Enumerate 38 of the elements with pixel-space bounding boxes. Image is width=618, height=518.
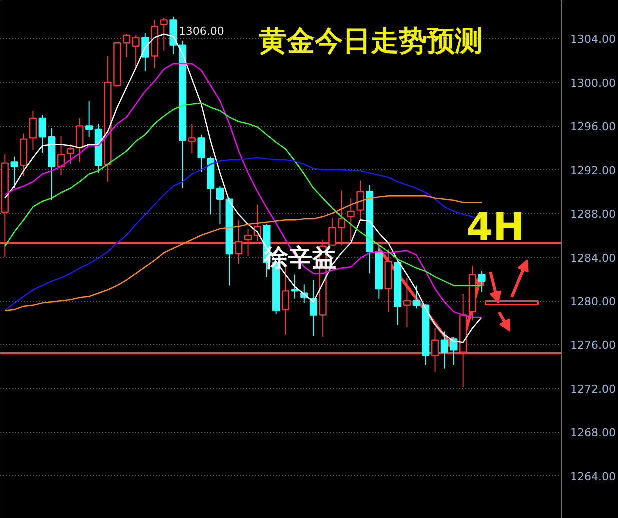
candlestick bbox=[57, 136, 66, 176]
candlestick bbox=[66, 144, 74, 165]
y-tick-label: 1264.00 bbox=[570, 470, 616, 484]
candlestick bbox=[29, 110, 38, 151]
y-tick-label: 1284.00 bbox=[570, 252, 616, 265]
y-tick-label: 1272.00 bbox=[570, 382, 616, 396]
candlestick bbox=[347, 198, 355, 242]
candlestick bbox=[291, 274, 299, 300]
candlestick bbox=[216, 186, 224, 226]
y-tick-label: 1300.00 bbox=[570, 76, 616, 90]
candlestick bbox=[412, 285, 420, 310]
candlestick bbox=[356, 180, 364, 222]
y-tick-label: 1296.00 bbox=[570, 120, 616, 134]
candlestick bbox=[310, 280, 318, 336]
candlestick bbox=[403, 278, 412, 328]
candlestick bbox=[338, 190, 346, 246]
candlestick bbox=[38, 114, 46, 154]
y-tick-label: 1288.00 bbox=[570, 208, 616, 222]
candlestick bbox=[122, 34, 131, 58]
candlestick bbox=[76, 118, 84, 163]
y-tick-label: 1268.00 bbox=[570, 426, 616, 440]
y-tick-label: 1304.00 bbox=[570, 33, 616, 46]
candlestick bbox=[328, 217, 336, 247]
annotation: 1306.00 bbox=[178, 25, 224, 38]
y-tick-label: 1276.00 bbox=[570, 339, 616, 352]
y-tick-label: 1292.00 bbox=[570, 164, 616, 178]
candlestick bbox=[235, 220, 243, 264]
annotation: 4H bbox=[466, 204, 525, 249]
candlestick bbox=[132, 34, 140, 68]
candlestick bbox=[478, 271, 486, 293]
candlestick bbox=[10, 156, 18, 189]
candlestick bbox=[160, 17, 168, 52]
candlestick bbox=[188, 123, 196, 154]
candlestick bbox=[86, 100, 94, 138]
candlestick bbox=[198, 134, 206, 173]
text: 黄金今日走势预测 bbox=[258, 24, 483, 58]
y-tick-label: 1280.00 bbox=[570, 296, 616, 309]
candlestick bbox=[244, 228, 252, 257]
